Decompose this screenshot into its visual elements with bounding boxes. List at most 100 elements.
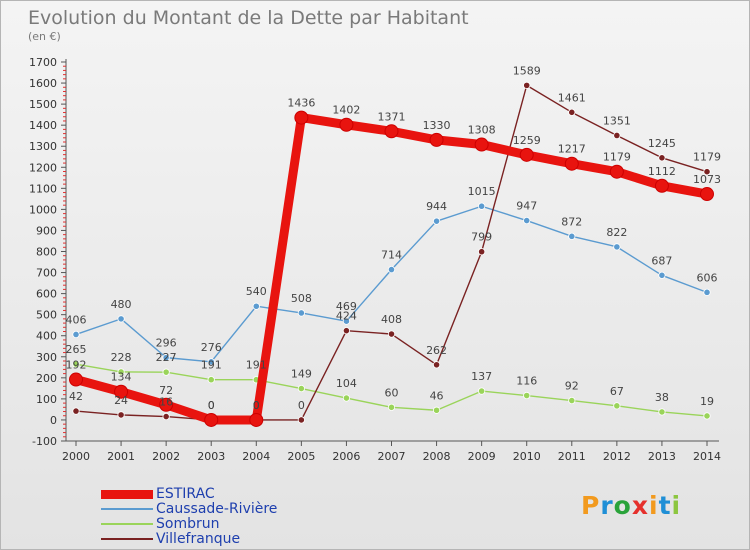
data-label: 227 xyxy=(156,351,177,364)
data-point xyxy=(297,416,305,424)
legend-swatch xyxy=(101,538,153,540)
data-label: 1217 xyxy=(558,143,586,156)
data-label: 480 xyxy=(111,298,132,311)
data-point xyxy=(249,412,264,427)
data-point xyxy=(609,164,624,179)
data-label: 508 xyxy=(291,292,312,305)
data-label: 408 xyxy=(381,313,402,326)
y-tick-label: 600 xyxy=(36,288,57,301)
data-label: 947 xyxy=(516,200,537,213)
data-label: 799 xyxy=(471,231,492,244)
data-point xyxy=(613,243,621,251)
data-point xyxy=(568,396,576,405)
data-label: 714 xyxy=(381,249,402,262)
data-label: 192 xyxy=(66,359,87,372)
data-label: 1073 xyxy=(693,173,721,186)
data-point xyxy=(432,217,441,225)
legend-swatch xyxy=(101,490,153,499)
y-tick-label: 0 xyxy=(50,414,57,427)
data-label: 296 xyxy=(156,337,177,350)
x-tick-label: 2014 xyxy=(693,450,721,463)
y-tick-label: 1400 xyxy=(29,119,57,132)
x-tick-label: 2003 xyxy=(197,450,225,463)
x-tick-label: 2007 xyxy=(378,450,406,463)
chart-title: Evolution du Montant de la Dette par Hab… xyxy=(28,7,469,29)
y-tick-label: 1100 xyxy=(29,182,57,195)
data-point xyxy=(162,412,170,421)
data-label: 687 xyxy=(651,254,672,267)
data-point xyxy=(700,187,714,202)
data-point xyxy=(72,330,80,339)
data-label: 116 xyxy=(516,375,537,388)
proxiti-logo: Proxiti xyxy=(581,491,681,520)
y-tick-label: 1600 xyxy=(29,77,57,90)
data-point xyxy=(294,110,309,125)
data-point xyxy=(297,384,305,393)
logo-letter: o xyxy=(613,491,632,520)
data-point xyxy=(159,397,174,412)
data-point xyxy=(523,216,531,225)
data-label: 262 xyxy=(426,344,447,357)
data-point xyxy=(384,124,399,139)
data-label: 24 xyxy=(114,394,128,407)
data-point xyxy=(703,412,711,420)
data-point xyxy=(429,132,444,147)
data-label: 67 xyxy=(610,385,624,398)
data-label: 265 xyxy=(66,343,87,356)
y-tick-label: 1500 xyxy=(29,98,57,111)
data-point xyxy=(658,271,666,279)
data-label: 1371 xyxy=(378,110,406,123)
data-label: 1179 xyxy=(693,151,721,164)
data-point xyxy=(613,402,621,410)
legend-swatch xyxy=(101,508,153,510)
data-point xyxy=(207,358,215,366)
data-point xyxy=(523,391,531,400)
data-label: 0 xyxy=(208,399,215,412)
legend-label: ESTIRAC xyxy=(156,486,215,502)
data-label: 1402 xyxy=(332,104,360,117)
legend-label: Sombrun xyxy=(156,516,220,532)
data-point xyxy=(297,309,305,317)
data-label: 1589 xyxy=(513,64,541,77)
y-tick-label: 400 xyxy=(36,330,57,343)
logo-letter: r xyxy=(600,491,614,520)
data-point xyxy=(72,407,80,415)
data-label: 1015 xyxy=(468,185,496,198)
data-label: 191 xyxy=(246,359,267,372)
x-tick-label: 2013 xyxy=(648,450,676,463)
data-point xyxy=(342,317,351,325)
data-point xyxy=(432,361,441,369)
data-point xyxy=(204,412,219,427)
x-tick-label: 2008 xyxy=(423,450,451,463)
x-tick-label: 2004 xyxy=(242,450,270,463)
x-tick-label: 2001 xyxy=(107,450,135,463)
data-point xyxy=(342,394,351,402)
data-point xyxy=(564,156,579,171)
legend-label: Caussade-Rivière xyxy=(156,501,278,517)
y-tick-label: 800 xyxy=(36,246,57,259)
data-label: 0 xyxy=(298,399,305,412)
data-label: 1112 xyxy=(648,165,676,178)
data-label: 60 xyxy=(385,386,399,399)
data-point xyxy=(114,384,129,399)
y-tick-label: -100 xyxy=(32,435,57,448)
data-label: 19 xyxy=(700,395,714,408)
data-label: 606 xyxy=(697,271,718,284)
data-point xyxy=(207,376,215,384)
data-point xyxy=(658,408,666,416)
data-label: 1351 xyxy=(603,114,631,127)
data-point xyxy=(387,330,396,338)
data-label: 38 xyxy=(655,391,669,404)
data-point xyxy=(162,368,170,376)
x-tick-label: 2012 xyxy=(603,450,631,463)
y-tick-label: 300 xyxy=(36,351,57,364)
data-point xyxy=(387,266,396,274)
data-label: 42 xyxy=(69,390,83,403)
logo-letter: i xyxy=(649,491,659,520)
data-label: 92 xyxy=(565,380,579,393)
data-point xyxy=(654,178,669,193)
data-point xyxy=(117,411,125,419)
data-label: 228 xyxy=(111,351,132,364)
data-point xyxy=(478,387,486,395)
